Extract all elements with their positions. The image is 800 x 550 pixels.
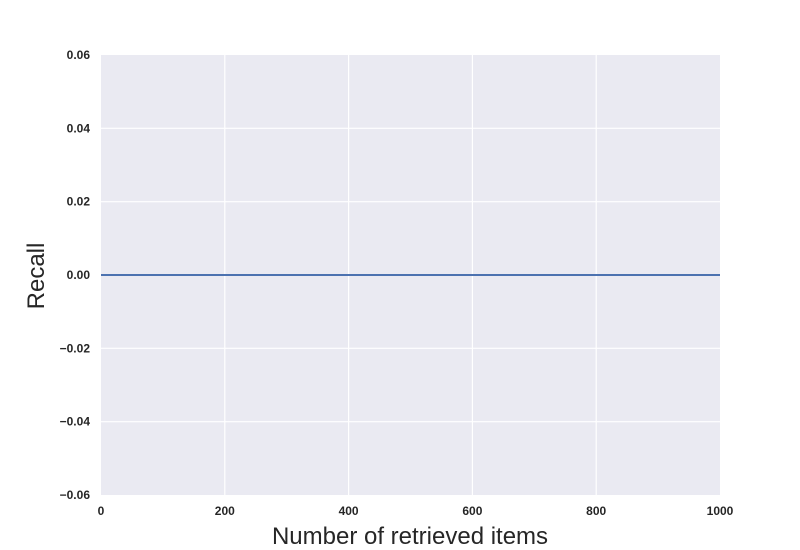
- x-tick-labels: 0 200 400 600 800 1000: [98, 504, 734, 518]
- x-tick-label: 0: [98, 504, 105, 518]
- x-axis-title: Number of retrieved items: [272, 523, 548, 550]
- y-tick-labels: 0.06 0.04 0.02 0.00 −0.02 −0.04 −0.06: [60, 48, 91, 502]
- y-tick-label: 0.00: [67, 268, 91, 282]
- x-tick-label: 200: [215, 504, 235, 518]
- x-tick-label: 800: [586, 504, 606, 518]
- y-tick-label: −0.06: [60, 488, 91, 502]
- x-tick-label: 400: [339, 504, 359, 518]
- x-tick-label: 1000: [707, 504, 734, 518]
- y-tick-label: 0.04: [67, 121, 91, 135]
- y-tick-label: 0.06: [67, 48, 91, 62]
- y-tick-label: −0.04: [60, 415, 91, 429]
- y-axis-title: Recall: [23, 243, 50, 310]
- x-tick-label: 600: [462, 504, 482, 518]
- y-tick-label: −0.02: [60, 341, 91, 355]
- y-tick-label: 0.02: [67, 195, 91, 209]
